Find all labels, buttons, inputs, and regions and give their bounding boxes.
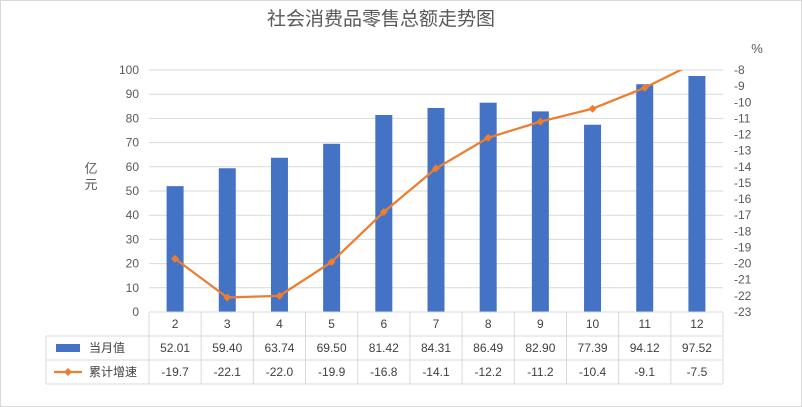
x-category-label: 5 bbox=[328, 317, 335, 331]
line-value-cell: -22.0 bbox=[266, 365, 294, 379]
bar bbox=[218, 168, 236, 312]
x-category-label: 6 bbox=[380, 317, 387, 331]
x-category-label: 9 bbox=[537, 317, 544, 331]
legend-bar-label: 当月值 bbox=[89, 340, 125, 355]
line-point bbox=[640, 83, 649, 92]
bar bbox=[688, 76, 706, 312]
y-axis-label-char: 亿 bbox=[84, 161, 97, 176]
bar-value-cell: 82.90 bbox=[525, 341, 555, 355]
line-point bbox=[327, 257, 336, 266]
line-series bbox=[171, 70, 684, 302]
y-axis-ticks: 0 10 20 30 40 50 60 70 80 90 100 bbox=[119, 63, 139, 319]
line-value-cell: -19.9 bbox=[318, 365, 346, 379]
line-point bbox=[275, 291, 284, 300]
x-category-label: 4 bbox=[276, 317, 283, 331]
y2-axis-ticks: -8 -9 -10 -11 -12 -13 -14 -15 -16 -17 -18 -19 -20 -21… bbox=[734, 63, 752, 319]
y-tick-label: 90 bbox=[126, 87, 140, 101]
y-tick-label: 100 bbox=[119, 63, 139, 77]
y-tick-label: 0 bbox=[132, 305, 139, 319]
y2-tick-label: -10 bbox=[734, 95, 752, 109]
y2-tick-label: -15 bbox=[734, 176, 752, 190]
y-tick-label: 50 bbox=[126, 184, 140, 198]
x-category-label: 3 bbox=[224, 317, 231, 331]
y-axis-label: 亿元 bbox=[84, 161, 97, 192]
y2-tick-label: -14 bbox=[734, 160, 752, 174]
line-point bbox=[379, 207, 388, 216]
bar-value-cell: 63.74 bbox=[264, 341, 294, 355]
line-value-cell: -19.7 bbox=[161, 365, 189, 379]
y2-tick-label: -19 bbox=[734, 240, 752, 254]
legend-line-marker bbox=[64, 368, 72, 376]
data-table: 2 3 4 5 6 7 8 9 10 11 12 52.01 59.40 63.74 69.50 81.42 8… bbox=[45, 311, 724, 385]
legend-line-label: 累计增速 bbox=[89, 365, 137, 379]
line-point bbox=[588, 104, 597, 113]
y2-tick-label: -17 bbox=[734, 208, 752, 222]
line-value-cell: -16.8 bbox=[370, 365, 398, 379]
bar-value-cell: 69.50 bbox=[317, 341, 347, 355]
bar-value-cell: 86.49 bbox=[473, 341, 503, 355]
x-category-label: 7 bbox=[433, 317, 440, 331]
bar-series bbox=[166, 76, 706, 313]
bar-value-cell: 94.12 bbox=[630, 341, 660, 355]
bar bbox=[479, 102, 497, 312]
bar-value-cell: 59.40 bbox=[212, 341, 242, 355]
y2-axis-label: % bbox=[751, 41, 763, 56]
x-category-label: 12 bbox=[690, 317, 704, 331]
x-category-label: 2 bbox=[172, 317, 179, 331]
bar-value-cell: 52.01 bbox=[160, 341, 190, 355]
y2-tick-label: -9 bbox=[734, 79, 745, 93]
y2-tick-label: -13 bbox=[734, 144, 752, 158]
bar bbox=[636, 84, 654, 312]
line-value-cell: -11.2 bbox=[527, 365, 554, 379]
y-tick-label: 80 bbox=[126, 111, 140, 125]
bar-value-cell: 84.31 bbox=[421, 341, 451, 355]
line-point bbox=[536, 117, 545, 126]
y-tick-label: 30 bbox=[126, 232, 140, 246]
line-point bbox=[171, 254, 180, 263]
line-value-cell: -12.2 bbox=[475, 365, 503, 379]
line-value-cell: -22.1 bbox=[214, 365, 242, 379]
y2-tick-label: -12 bbox=[734, 128, 752, 142]
y2-tick-label: -11 bbox=[734, 111, 751, 125]
line-point bbox=[223, 293, 232, 302]
y-axis-label-char: 元 bbox=[84, 177, 97, 192]
y-tick-label: 20 bbox=[126, 257, 140, 271]
bar bbox=[584, 124, 602, 312]
bar bbox=[531, 111, 549, 313]
line-value-cell: -9.1 bbox=[634, 365, 655, 379]
line-point bbox=[484, 133, 493, 142]
bar bbox=[427, 107, 445, 312]
y-tick-label: 60 bbox=[126, 160, 140, 174]
x-category-label: 11 bbox=[638, 317, 651, 331]
y2-tick-label: -23 bbox=[734, 305, 752, 319]
bar bbox=[323, 143, 341, 312]
y2-tick-label: -16 bbox=[734, 192, 752, 206]
y2-tick-label: -22 bbox=[734, 289, 752, 303]
y2-tick-label: -21 bbox=[734, 273, 752, 287]
line-value-cell: -10.4 bbox=[579, 365, 607, 379]
y-tick-label: 40 bbox=[126, 208, 140, 222]
y2-tick-label: -20 bbox=[734, 257, 752, 271]
y2-tick-label: -18 bbox=[734, 224, 752, 238]
bar bbox=[166, 186, 184, 312]
legend-bar-key bbox=[56, 344, 80, 352]
line-point bbox=[432, 164, 440, 173]
bar bbox=[270, 157, 288, 312]
x-category-label: 8 bbox=[485, 317, 492, 331]
bar-value-cell: 77.39 bbox=[578, 341, 608, 355]
y-tick-label: 70 bbox=[126, 136, 140, 150]
line-value-cell: -14.1 bbox=[422, 365, 450, 379]
y2-tick-label: -8 bbox=[734, 63, 745, 77]
line-value-cell: -7.5 bbox=[687, 365, 708, 379]
chart-title: 社会消费品零售总额走势图 bbox=[267, 8, 495, 30]
x-category-label: 10 bbox=[586, 317, 600, 331]
bar-value-cell: 97.52 bbox=[682, 341, 712, 355]
y-tick-label: 10 bbox=[126, 281, 140, 295]
bar-value-cell: 81.42 bbox=[369, 341, 399, 355]
